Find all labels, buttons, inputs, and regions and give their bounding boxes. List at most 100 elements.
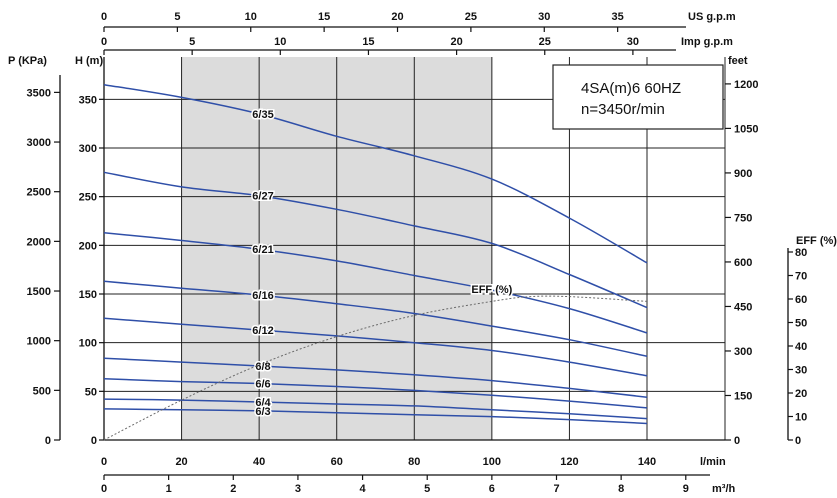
pressure-tick-label-1: 500: [33, 385, 51, 397]
lmin-tick-label-4: 80: [408, 456, 420, 468]
head-tick-label-3: 150: [79, 289, 97, 301]
m3h-tick-label-8: 8: [618, 483, 624, 495]
m3h-tick-label-7: 7: [553, 483, 559, 495]
head-curve-6-3: [103, 408, 648, 425]
head-tick-label-5: 250: [79, 192, 97, 204]
model-box-line1: 4SA(m)6 60HZ: [581, 80, 681, 97]
head-tick-label-0: 0: [91, 435, 97, 447]
impgpm-tick-label-5: 25: [539, 36, 551, 48]
lmin-tick-label-0: 0: [101, 456, 107, 468]
usgpm-tick-label-1: 5: [174, 11, 180, 23]
head-tick-label-1: 50: [85, 386, 97, 398]
impgpm-tick-label-2: 10: [274, 36, 286, 48]
model-box-frame: [552, 64, 724, 130]
eff-tick-label-5: 50: [795, 318, 807, 330]
usgpm-tick-label-2: 10: [245, 11, 257, 23]
m3h-tick-label-2: 2: [230, 483, 236, 495]
pressure-tick-label-6: 3000: [27, 137, 51, 149]
impgpm-tick-label-1: 5: [189, 36, 195, 48]
lmin-tick-label-3: 60: [331, 456, 343, 468]
m3h-tick-label-1: 1: [166, 483, 172, 495]
feet-tick-label-5: 750: [734, 212, 752, 224]
curve-label-6-27: 6/27: [252, 191, 273, 203]
eff-tick-label-3: 30: [795, 365, 807, 377]
head-curves: 6/35 6/27 6/21 6/16 6/12 6/8 6/6 6/46/3: [103, 83, 648, 425]
head-tick-label-6: 300: [79, 143, 97, 155]
shaded-band-1: [259, 57, 337, 440]
lmin-axis-title: l/min: [700, 456, 726, 468]
usgpm-tick-label-0: 0: [101, 11, 107, 23]
head-curve-6-6: [103, 377, 648, 409]
impgpm-tick-label-3: 15: [362, 36, 374, 48]
head-curve-6-27: [103, 171, 648, 309]
head-curve-6-16: [103, 280, 648, 358]
m3h-tick-label-9: 9: [683, 483, 689, 495]
shaded-band-3: [414, 57, 492, 440]
lmin-tick-label-1: 20: [175, 456, 187, 468]
feet-tick-label-4: 600: [734, 257, 752, 269]
curve-label-6-3: 6/3: [255, 406, 270, 418]
lmin-tick-label-7: 140: [638, 456, 656, 468]
feet-tick-label-6: 900: [734, 168, 752, 180]
eff-tick-label-4: 40: [795, 341, 807, 353]
tick-labels: 0 5 10 15 20 25 30 35 US g.p.m0 5 10 15 20 25 30 Imp g.…: [8, 11, 837, 495]
head-curve-6-21: [103, 231, 648, 334]
head-curve-6-4: [103, 398, 648, 420]
lmin-tick-label-2: 40: [253, 456, 265, 468]
curve-label-6-16: 6/16: [252, 290, 273, 302]
eff-tick-label-6: 60: [795, 294, 807, 306]
pressure-tick-label-0: 0: [45, 435, 51, 447]
model-box-line2: n=3450r/min: [581, 101, 665, 118]
pressure-axis-title: P (KPa): [8, 55, 47, 67]
shaded-band-0: [181, 57, 260, 440]
usgpm-axis-title: US g.p.m: [688, 11, 736, 23]
head-tick-label-2: 100: [79, 338, 97, 350]
model-info-box: 4SA(m)6 60HZ n=3450r/min: [552, 64, 724, 130]
pressure-tick-label-4: 2000: [27, 236, 51, 248]
curve-label-6-35: 6/35: [252, 109, 273, 121]
m3h-tick-label-3: 3: [295, 483, 301, 495]
impgpm-tick-label-4: 20: [450, 36, 462, 48]
feet-tick-label-3: 450: [734, 301, 752, 313]
pressure-tick-label-5: 2500: [27, 187, 51, 199]
feet-axis-title: feet: [728, 55, 748, 67]
head-curve-6-35: [103, 83, 648, 264]
head-curve-6-12: [103, 317, 648, 377]
head-axis-title: H (m): [75, 55, 103, 67]
efficiency-curve-group: EFF (%): [103, 283, 648, 441]
m3h-tick-label-6: 6: [489, 483, 495, 495]
usgpm-tick-label-3: 15: [318, 11, 330, 23]
eff-tick-label-7: 70: [795, 271, 807, 283]
m3h-axis-title: m³/h: [712, 483, 736, 495]
pressure-tick-label-7: 3500: [27, 87, 51, 99]
feet-tick-label-8: 1200: [734, 79, 758, 91]
pressure-tick-label-3: 1500: [27, 286, 51, 298]
usgpm-tick-label-4: 20: [391, 11, 403, 23]
eff-tick-label-2: 20: [795, 388, 807, 400]
eff-tick-label-1: 10: [795, 412, 807, 424]
head-tick-label-4: 200: [79, 240, 97, 252]
eff-axis-title: EFF (%): [796, 235, 837, 247]
impgpm-tick-label-0: 0: [101, 36, 107, 48]
feet-tick-label-7: 1050: [734, 123, 758, 135]
pressure-tick-label-2: 1000: [27, 336, 51, 348]
axes: [54, 26, 793, 480]
head-curve-6-8: [103, 357, 648, 398]
eff-tick-label-8: 80: [795, 247, 807, 259]
lmin-tick-label-6: 120: [560, 456, 578, 468]
curve-label-6-8: 6/8: [255, 361, 270, 373]
efficiency-curve-label: EFF (%): [471, 284, 512, 296]
lmin-tick-label-5: 100: [483, 456, 501, 468]
impgpm-tick-label-6: 30: [627, 36, 639, 48]
eff-tick-label-0: 0: [795, 435, 801, 447]
shaded-band-2: [336, 57, 415, 440]
feet-tick-label-0: 0: [734, 435, 740, 447]
usgpm-tick-label-5: 25: [465, 11, 477, 23]
feet-tick-label-2: 300: [734, 346, 752, 358]
impgpm-axis-title: Imp g.p.m: [681, 36, 733, 48]
m3h-tick-label-0: 0: [101, 483, 107, 495]
curve-label-6-6: 6/6: [255, 379, 270, 391]
curve-label-6-4: 6/4: [255, 397, 271, 409]
curve-label-6-21: 6/21: [252, 244, 273, 256]
